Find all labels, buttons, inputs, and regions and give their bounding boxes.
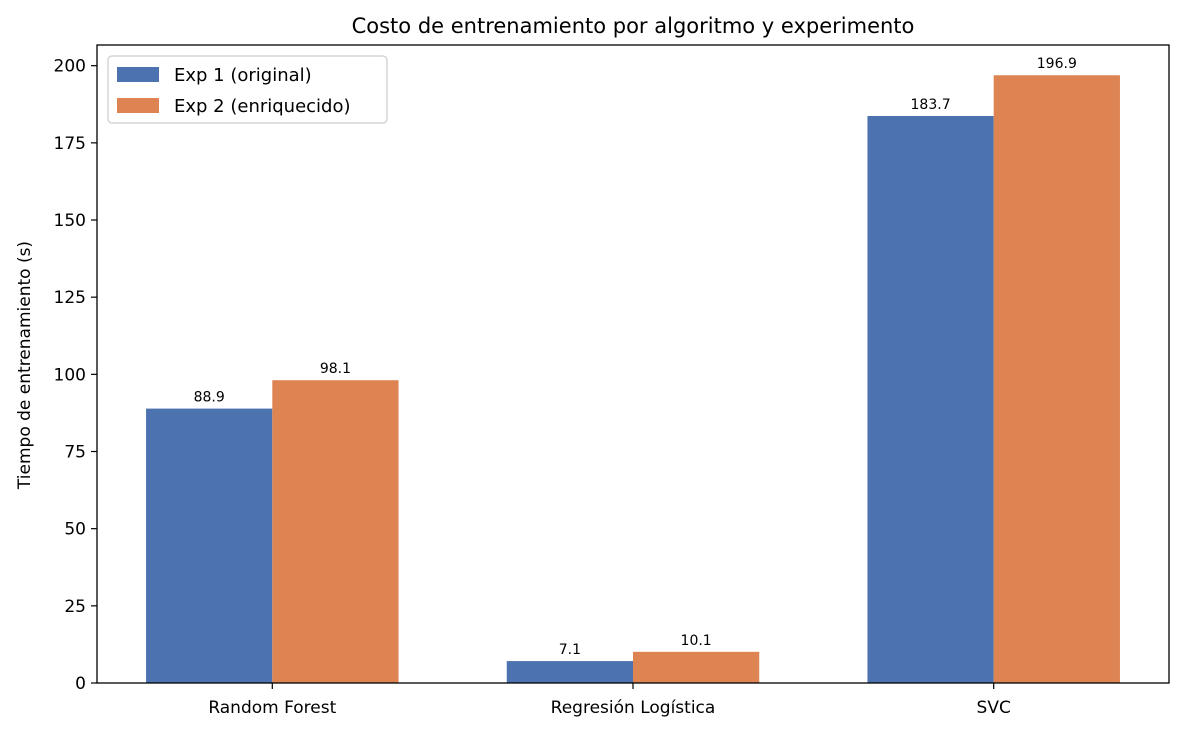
y-tick-label: 150 xyxy=(54,211,86,231)
bars-layer: 88.9 7.1 183.7 98.1 10.1 196.9 xyxy=(146,56,1120,684)
y-tick-label: 75 xyxy=(64,443,86,463)
y-tick-label: 0 xyxy=(75,674,86,694)
bar-series-1-1 xyxy=(506,661,633,683)
legend-label: Exp 2 (enriquecido) xyxy=(174,96,351,117)
data-label: 10.1 xyxy=(681,633,712,649)
data-label: 88.9 xyxy=(194,390,225,406)
y-tick-label: 125 xyxy=(54,288,86,308)
bar-series-2-2 xyxy=(993,75,1120,684)
y-tick-label: 200 xyxy=(54,57,86,77)
data-label: 196.9 xyxy=(1037,56,1077,72)
x-tick-label: Regresión Logística xyxy=(551,698,716,718)
bar-series-2-0 xyxy=(272,380,399,683)
x-tick-label: Random Forest xyxy=(208,698,336,718)
legend: Exp 1 (original) Exp 2 (enriquecido) xyxy=(107,55,388,124)
bar-series-1-2 xyxy=(867,115,994,684)
legend-swatch xyxy=(117,98,159,113)
axes-layer: 0 25 50 75 100 125 150 175 200 Random Forest Regre… xyxy=(54,57,1011,718)
bar-series-2-1 xyxy=(633,651,760,683)
legend-box xyxy=(107,55,388,124)
legend-swatch xyxy=(117,67,159,82)
y-tick-label: 100 xyxy=(54,365,86,385)
chart-title: Costo de entrenamiento por algoritmo y e… xyxy=(352,14,915,38)
data-label: 7.1 xyxy=(559,642,581,658)
y-tick-label: 175 xyxy=(54,134,86,154)
bar-series-1-0 xyxy=(146,408,273,683)
y-axis-title: Tiempo de entrenamiento (s) xyxy=(15,241,35,490)
data-label: 183.7 xyxy=(911,97,951,113)
x-tick-label: SVC xyxy=(977,698,1011,718)
data-label: 98.1 xyxy=(320,361,351,377)
y-tick-label: 50 xyxy=(64,520,86,540)
y-tick-label: 25 xyxy=(64,597,86,617)
legend-label: Exp 1 (original) xyxy=(174,65,312,86)
plot-frame xyxy=(96,44,1170,684)
